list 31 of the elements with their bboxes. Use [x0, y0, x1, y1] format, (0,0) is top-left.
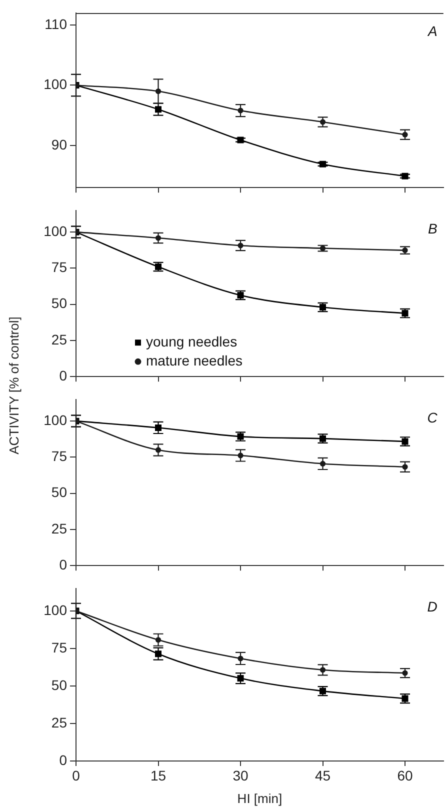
x-tick-label: 60: [397, 767, 414, 784]
y-tick-label: 75: [51, 639, 68, 656]
legend-label: young needles: [146, 333, 238, 350]
y-tick-label: 25: [51, 331, 68, 348]
x-axis-title: HI [min]: [237, 790, 282, 806]
y-tick-label: 25: [51, 714, 68, 730]
y-tick-label: 50: [51, 484, 68, 500]
annotation: A: [427, 22, 438, 39]
y-tick-label: 90: [51, 136, 68, 152]
x-tick-label: 15: [150, 767, 166, 784]
y-tick-label: 75: [51, 259, 68, 276]
y-tick-label: 100: [44, 412, 68, 428]
y-tick-label: 0: [59, 752, 68, 768]
y-tick-label: 110: [44, 16, 68, 32]
y-tick-label: 0: [59, 367, 68, 384]
y-tick-label: 50: [51, 295, 68, 312]
annotation: D: [427, 598, 438, 614]
y-axis-title: ACTIVITY [% of control]: [6, 316, 22, 454]
legend-label: mature needles: [146, 352, 243, 368]
x-tick-label: 30: [232, 767, 249, 784]
annotation: C: [427, 409, 438, 426]
x-tick-label: 45: [314, 767, 331, 784]
y-tick-label: 75: [51, 448, 68, 464]
y-tick-label: 100: [44, 76, 68, 92]
y-tick-label: 0: [59, 556, 68, 572]
x-tick-label: 0: [72, 767, 80, 784]
y-tick-label: 100: [44, 602, 68, 618]
annotation: B: [428, 220, 438, 236]
y-tick-label: 50: [51, 676, 68, 693]
y-tick-label: 100: [44, 222, 68, 239]
y-tick-label: 25: [51, 520, 68, 536]
